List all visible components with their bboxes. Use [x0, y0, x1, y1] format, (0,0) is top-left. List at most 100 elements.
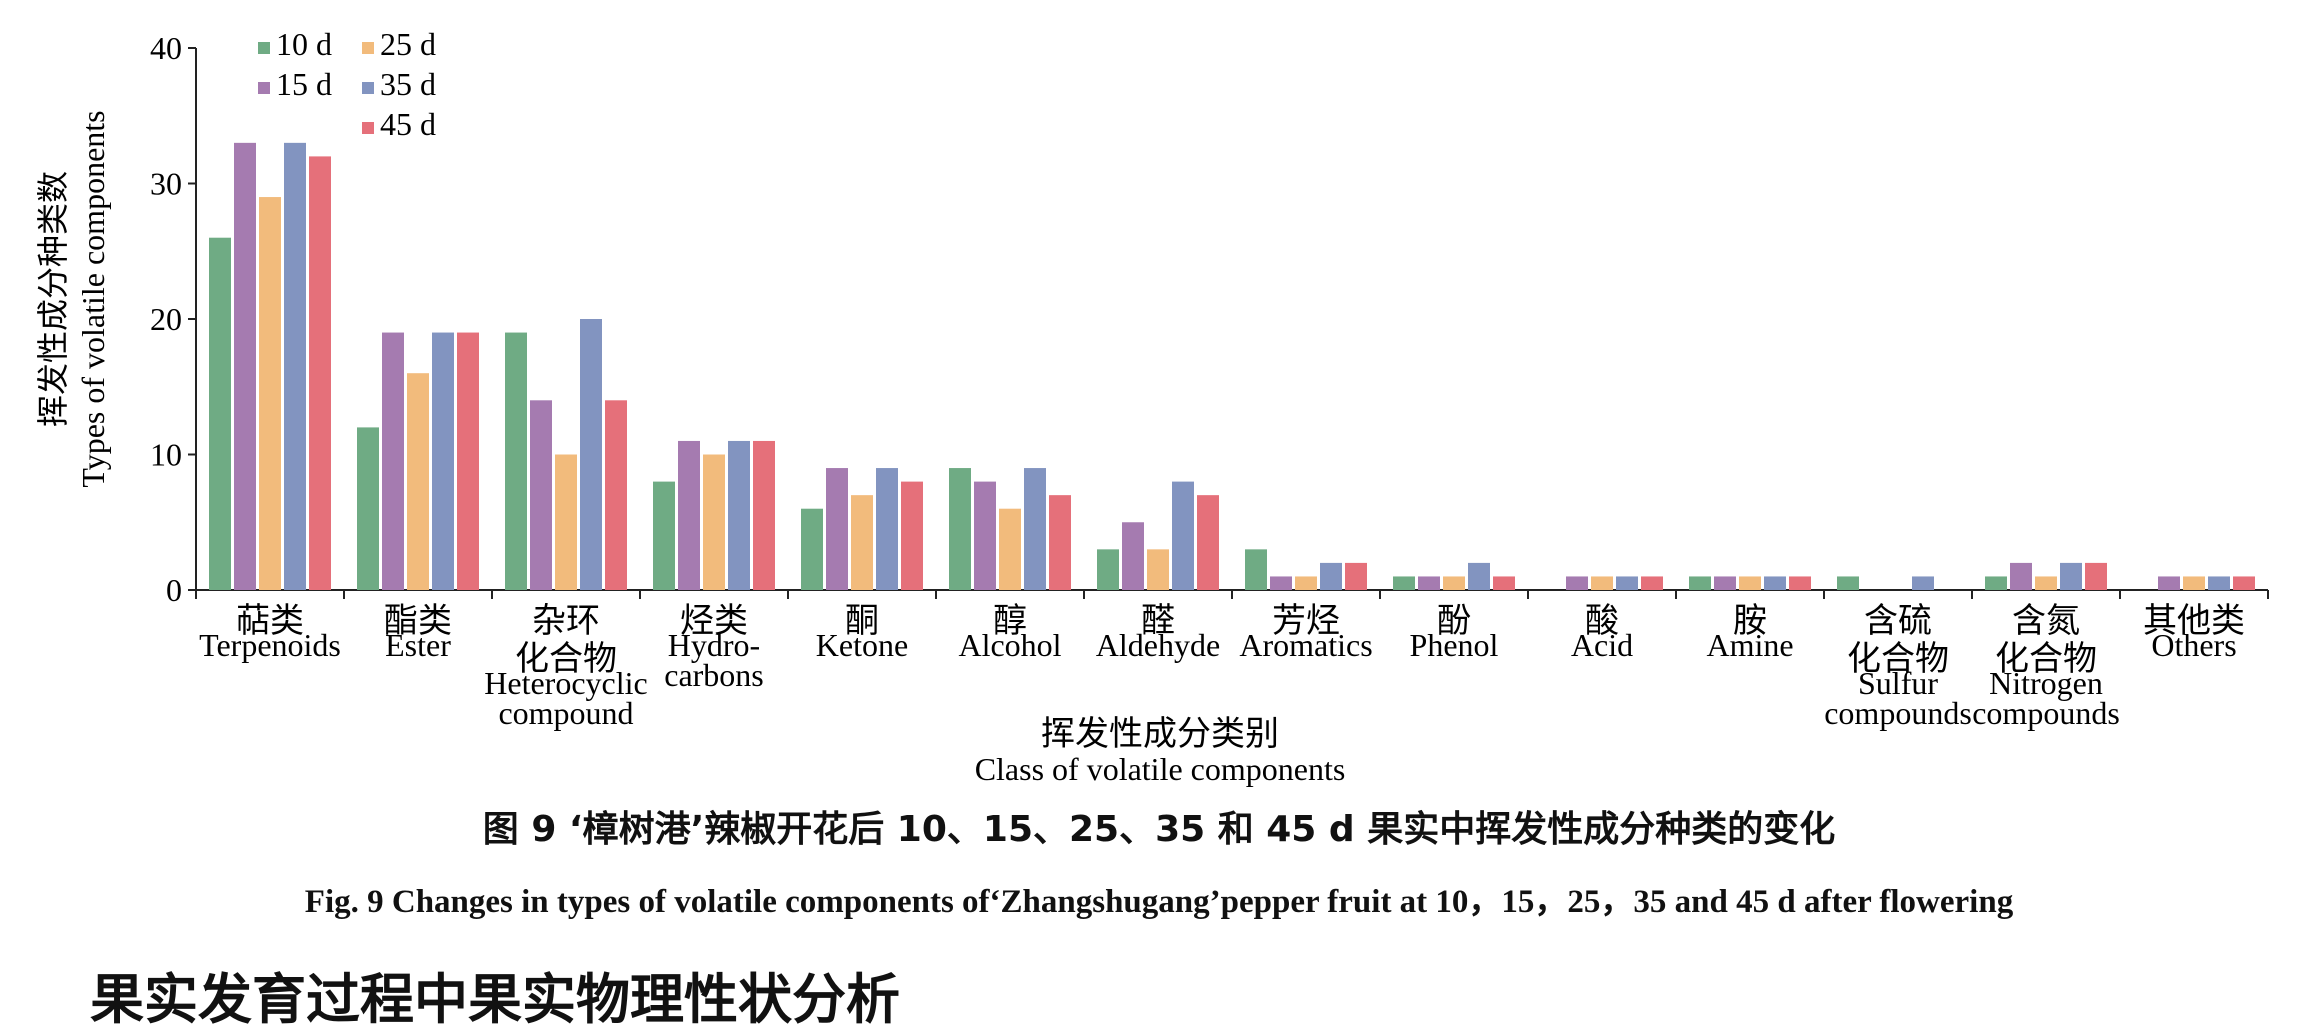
- bar-15d-0: [234, 142, 256, 590]
- figure-caption-chinese: 图 9 ‘樟树港’辣椒开花后 10、15、25、35 和 45 d 果实中挥发性…: [482, 809, 1836, 850]
- category-label-en: compounds: [1972, 695, 2120, 731]
- legend-label: 15 d: [276, 66, 332, 102]
- bar-15d-7: [1270, 576, 1292, 590]
- y-axis-label: 挥发性成分种类数 Types of volatile components: [34, 110, 111, 487]
- category-label-en: compounds: [1824, 695, 1972, 731]
- y-tick-label: 10: [150, 437, 182, 473]
- category-label-cn: 胺: [1733, 601, 1767, 641]
- category-label-cn: 杂环: [532, 601, 600, 641]
- category-label-cn: 含氮: [2012, 601, 2080, 641]
- legend-swatch: [362, 42, 374, 54]
- category-label-en: Phenol: [1410, 627, 1499, 663]
- x-axis: [195, 589, 2269, 599]
- y-tick-label: 40: [150, 30, 182, 66]
- legend-swatch: [258, 82, 270, 94]
- bar-10d-1: [357, 427, 379, 590]
- category-label-cn: 化合物: [1847, 639, 1949, 679]
- category-label-cn: 酮: [845, 601, 879, 641]
- bar-10d-0: [209, 237, 231, 590]
- category-label-en: carbons: [664, 657, 764, 693]
- y-tick-label: 0: [166, 572, 182, 608]
- bar-10d-7: [1245, 549, 1267, 590]
- category-label-en: Hydro-: [668, 627, 760, 663]
- bar-35d-3: [728, 440, 750, 590]
- bar-35d-0: [284, 142, 306, 590]
- category-label-en: Ketone: [816, 627, 908, 663]
- bar-45d-7: [1345, 562, 1367, 590]
- bars: [209, 142, 2255, 591]
- bar-15d-10: [1714, 576, 1736, 590]
- bar-15d-2: [530, 400, 552, 590]
- category-label-en: compound: [498, 695, 633, 731]
- category-label-cn: 化合物: [515, 639, 617, 679]
- bar-35d-7: [1320, 562, 1342, 590]
- x-label-english: Class of volatile components: [975, 751, 1346, 787]
- category-label-cn: 酯类: [384, 601, 452, 641]
- category-label-en: Nitrogen: [1989, 665, 2103, 701]
- bar-35d-10: [1764, 576, 1786, 590]
- bar-chart: 挥发性成分种类数 Types of volatile components 0 10…: [34, 26, 2269, 787]
- bar-45d-2: [605, 400, 627, 590]
- category-label-en: Acid: [1571, 627, 1633, 663]
- bar-45d-4: [901, 481, 923, 590]
- bar-15d-5: [974, 481, 996, 590]
- bar-25d-1: [407, 373, 429, 590]
- bar-15d-12: [2010, 562, 2032, 590]
- bar-45d-8: [1493, 576, 1515, 590]
- bar-15d-3: [678, 440, 700, 590]
- bar-45d-5: [1049, 495, 1071, 590]
- bar-15d-8: [1418, 576, 1440, 590]
- bar-25d-6: [1147, 549, 1169, 590]
- category-label-cn: 萜类: [236, 601, 304, 641]
- bar-10d-6: [1097, 549, 1119, 590]
- bar-10d-10: [1689, 576, 1711, 590]
- category-label-en: Others: [2151, 627, 2236, 663]
- legend-swatch: [362, 82, 374, 94]
- legend-label: 35 d: [380, 66, 436, 102]
- legend-swatch: [258, 42, 270, 54]
- category-label-cn: 酚: [1437, 601, 1471, 641]
- bar-35d-6: [1172, 481, 1194, 590]
- bar-15d-9: [1566, 576, 1588, 590]
- bar-15d-4: [826, 468, 848, 590]
- bar-15d-6: [1122, 522, 1144, 590]
- bar-35d-4: [876, 468, 898, 590]
- bar-10d-12: [1985, 576, 2007, 590]
- bar-10d-8: [1393, 576, 1415, 590]
- bar-25d-4: [851, 495, 873, 590]
- bar-35d-13: [2208, 576, 2230, 590]
- bar-35d-5: [1024, 468, 1046, 590]
- next-section-heading-fragment: 果实发育过程中果实物理性状分析: [90, 968, 900, 1031]
- bar-25d-7: [1295, 576, 1317, 590]
- x-label-chinese: 挥发性成分类别: [1041, 714, 1279, 754]
- y-axis: 0 10 20 30 40: [150, 30, 197, 608]
- legend-label: 10 d: [276, 26, 332, 62]
- bar-25d-10: [1739, 576, 1761, 590]
- bar-10d-11: [1837, 576, 1859, 590]
- category-label-cn: 酸: [1585, 601, 1619, 641]
- bar-10d-4: [801, 508, 823, 590]
- category-label-en: Aromatics: [1239, 627, 1372, 663]
- bar-45d-12: [2085, 562, 2107, 590]
- category-label-cn: 化合物: [1995, 639, 2097, 679]
- category-label-cn: 芳烃: [1272, 601, 1340, 641]
- category-label-en: Sulfur: [1858, 665, 1938, 701]
- bar-45d-3: [753, 440, 775, 590]
- category-label-en: Alcohol: [958, 627, 1061, 663]
- bar-25d-0: [259, 197, 281, 591]
- y-tick-label: 20: [150, 301, 182, 337]
- bar-25d-12: [2035, 576, 2057, 590]
- bar-15d-1: [382, 332, 404, 590]
- bar-10d-2: [505, 332, 527, 590]
- bar-45d-10: [1789, 576, 1811, 590]
- category-label-en: Ester: [385, 627, 451, 663]
- y-label-chinese: 挥发性成分种类数: [34, 171, 72, 427]
- bar-35d-12: [2060, 562, 2082, 590]
- bar-45d-0: [309, 156, 331, 590]
- category-label-cn: 醛: [1141, 601, 1175, 641]
- y-tick-label: 30: [150, 166, 182, 202]
- legend: 10 d 15 d 25 d 35 d 45 d: [258, 26, 436, 142]
- category-label-cn: 醇: [993, 601, 1027, 641]
- category-label-en: Aldehyde: [1096, 627, 1220, 663]
